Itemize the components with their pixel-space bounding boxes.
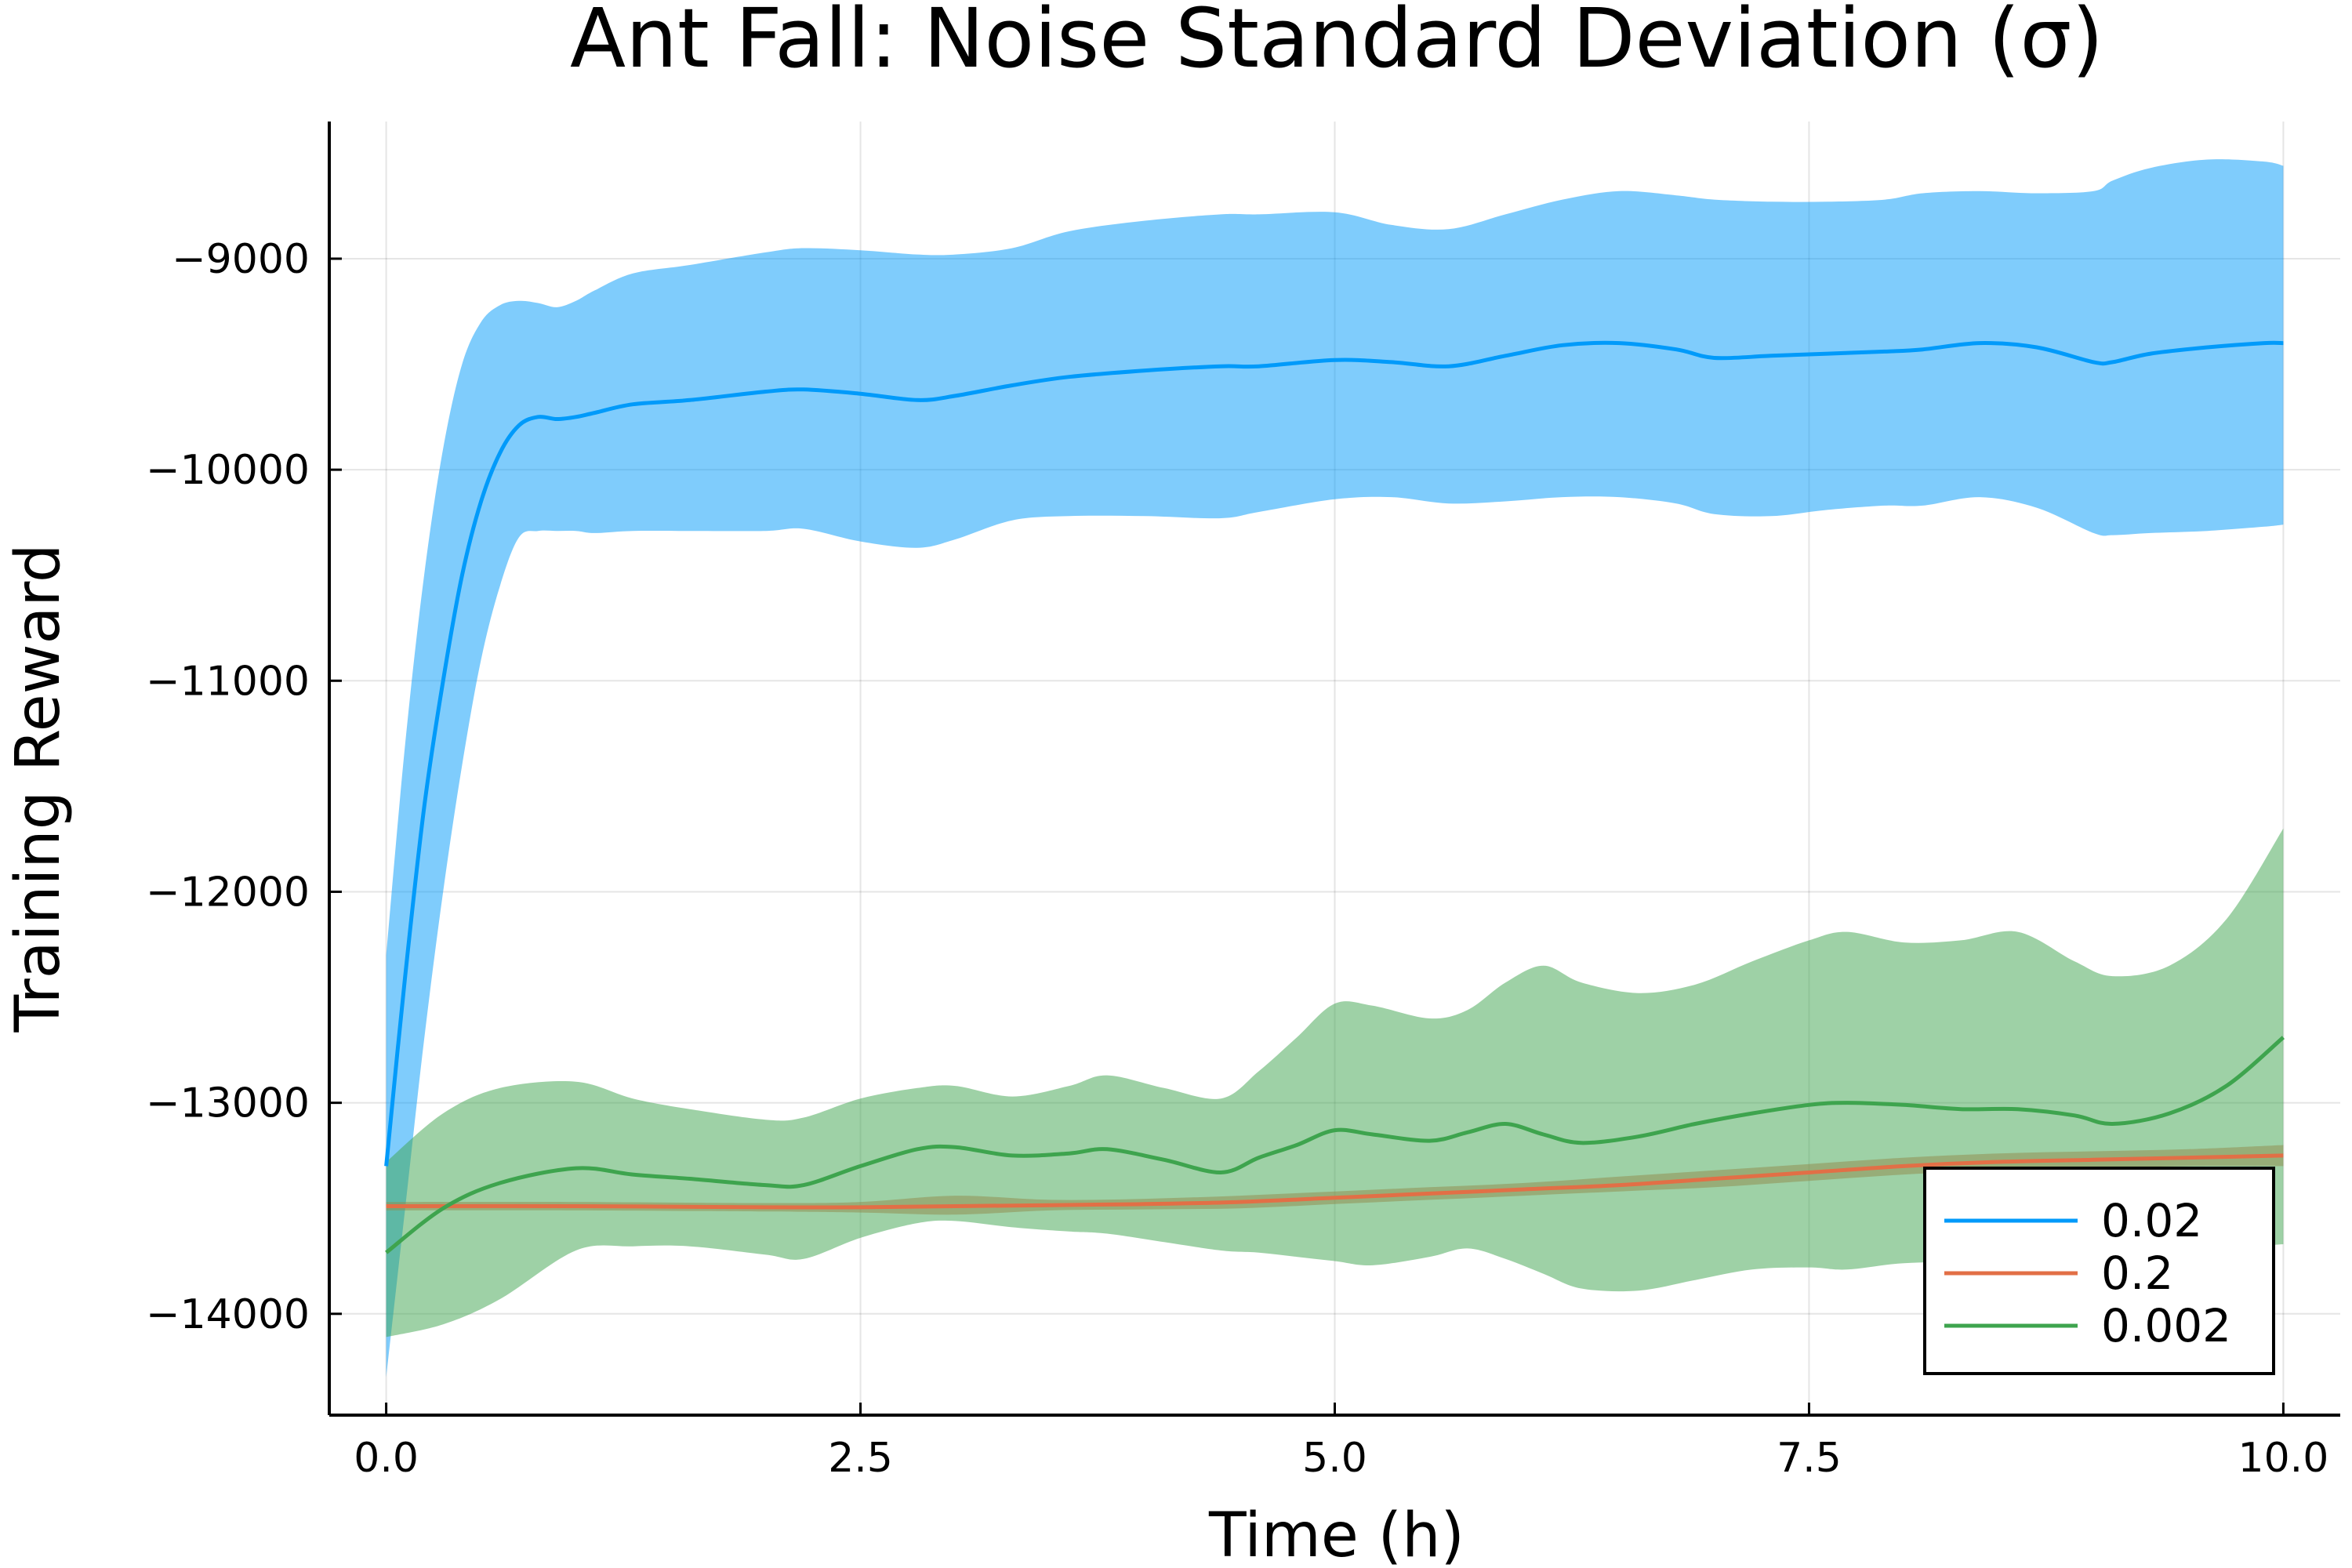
legend-label-0.2: 0.2 [2101,1247,2173,1300]
x-tick-labels: 0.0 2.5 5.0 7.5 10.0 [354,1435,2328,1482]
y-tick-label-3: −12000 [146,869,310,916]
line-series-0.2 [386,1153,2284,1210]
y-tick-label-2: −11000 [146,658,310,705]
line-series-0.02 [384,340,2284,1167]
y-tick-label-1: −10000 [146,447,310,494]
legend-box [1923,1167,2275,1375]
chart-title: Ant Fall: Noise Standard Deviation (σ) [570,0,2103,86]
axes [328,122,2340,1417]
legend-label-0.02: 0.02 [2101,1194,2202,1247]
y-tick-labels: −9000 −10000 −11000 −12000 −13000 −14000 [146,236,310,1338]
band-series-0.02 [386,159,2284,1377]
x-tick-label-1: 2.5 [828,1435,893,1482]
x-tick-label-2: 5.0 [1302,1435,1367,1482]
x-axis-label: Time (h) [1208,1501,1465,1568]
y-tick-label-0: −9000 [172,236,310,283]
legend: 0.020.20.002 [1923,1167,2275,1375]
line-series-0.002 [385,1036,2285,1254]
y-tick-label-4: −13000 [146,1080,310,1127]
x-tick-label-0: 0.0 [354,1435,419,1482]
x-tick-label-4: 10.0 [2238,1435,2329,1482]
y-axis-label: Training Reward [3,543,74,1033]
series-lines [384,340,2285,1254]
x-tick-label-3: 7.5 [1777,1435,1842,1482]
legend-label-0.002: 0.002 [2101,1299,2231,1352]
band-series-0.002 [386,828,2284,1338]
y-tick-label-5: −14000 [146,1291,310,1338]
